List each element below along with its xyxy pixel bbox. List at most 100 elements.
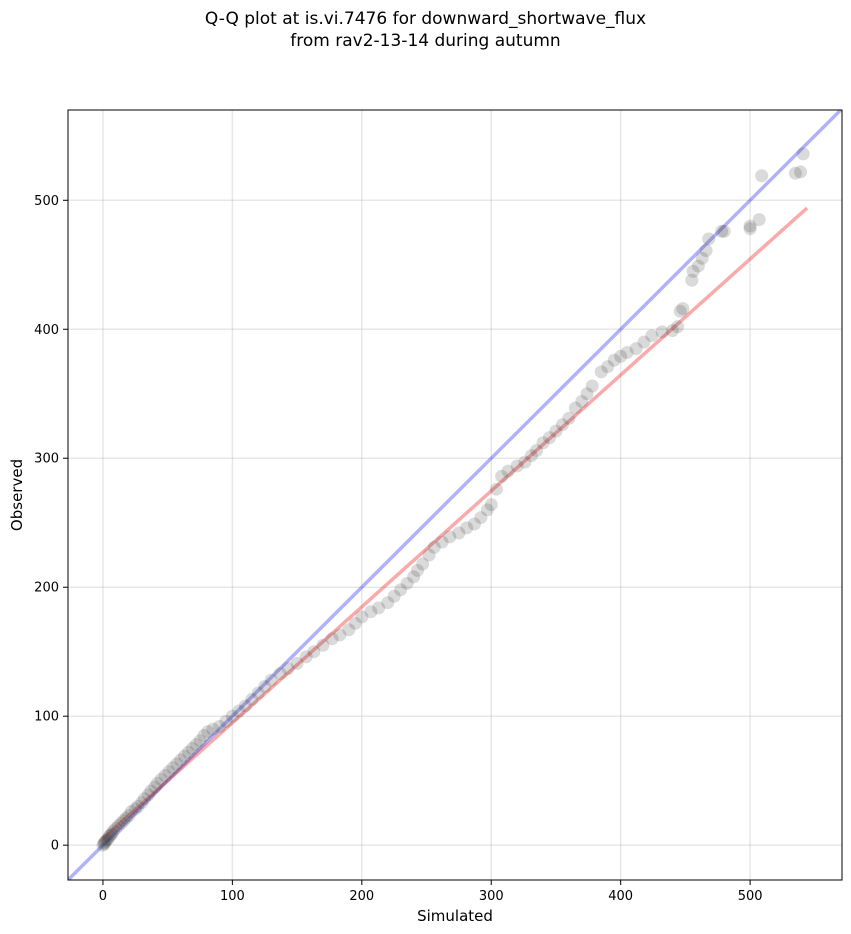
data-point bbox=[299, 650, 313, 664]
data-point bbox=[166, 761, 180, 775]
data-point bbox=[555, 418, 569, 432]
data-point bbox=[607, 353, 621, 367]
data-point bbox=[676, 302, 690, 316]
data-point bbox=[122, 809, 136, 823]
data-point bbox=[245, 692, 259, 706]
data-point bbox=[212, 720, 226, 734]
plot-frame bbox=[67, 109, 843, 881]
x-tick-label: 400 bbox=[608, 889, 633, 904]
data-point bbox=[364, 605, 378, 619]
data-point bbox=[655, 325, 669, 339]
data-point bbox=[177, 749, 191, 763]
data-point bbox=[594, 365, 608, 379]
data-point bbox=[170, 757, 184, 771]
data-point bbox=[189, 738, 203, 752]
data-point bbox=[536, 436, 550, 450]
data-point bbox=[702, 232, 716, 246]
data-point bbox=[150, 776, 164, 790]
data-point bbox=[568, 401, 582, 415]
data-point bbox=[131, 799, 145, 813]
data-point bbox=[480, 503, 494, 517]
data-point bbox=[333, 628, 347, 642]
x-tick-label: 300 bbox=[479, 889, 504, 904]
data-point bbox=[105, 827, 119, 841]
data-point bbox=[788, 166, 802, 180]
y-tick-label: 200 bbox=[34, 581, 59, 596]
data-point bbox=[585, 379, 599, 393]
data-point bbox=[620, 345, 634, 359]
data-point bbox=[193, 734, 207, 748]
y-axis-label: Observed bbox=[8, 459, 26, 531]
data-point bbox=[154, 772, 168, 786]
data-point bbox=[691, 259, 705, 273]
data-point bbox=[686, 264, 700, 278]
data-point bbox=[495, 469, 509, 483]
y-tick-label: 400 bbox=[34, 323, 59, 338]
data-point bbox=[96, 838, 110, 852]
data-point bbox=[100, 833, 114, 847]
data-point bbox=[796, 147, 810, 161]
data-point bbox=[316, 638, 330, 652]
data-point bbox=[501, 464, 515, 478]
data-point bbox=[117, 814, 131, 828]
data-point bbox=[251, 686, 265, 700]
data-point bbox=[290, 656, 304, 670]
data-point bbox=[114, 816, 128, 830]
data-point bbox=[549, 424, 563, 438]
data-point bbox=[355, 610, 369, 624]
data-point bbox=[128, 802, 142, 816]
data-point bbox=[372, 601, 386, 615]
y-tick-label: 500 bbox=[34, 194, 59, 209]
data-point bbox=[601, 360, 615, 374]
data-point bbox=[645, 329, 659, 343]
data-point bbox=[206, 722, 220, 736]
lines bbox=[68, 110, 842, 880]
data-point bbox=[109, 821, 123, 835]
data-point bbox=[489, 482, 503, 496]
data-point bbox=[381, 596, 395, 610]
data-point bbox=[530, 444, 544, 458]
x-axis-ticks: 0 100 200 300 400 500 bbox=[99, 880, 763, 904]
data-point bbox=[348, 616, 362, 630]
data-point bbox=[575, 394, 589, 408]
data-point bbox=[264, 673, 278, 687]
data-point bbox=[101, 832, 115, 846]
data-point bbox=[580, 387, 594, 401]
data-point bbox=[671, 320, 685, 334]
data-point bbox=[752, 213, 766, 227]
data-point bbox=[695, 251, 709, 265]
grid bbox=[68, 110, 842, 880]
data-point bbox=[715, 224, 729, 238]
data-point bbox=[119, 811, 133, 825]
y-axis-ticks: 0 100 200 300 400 500 bbox=[34, 194, 68, 854]
data-point bbox=[524, 449, 538, 463]
data-point bbox=[637, 335, 651, 349]
data-point bbox=[443, 530, 457, 544]
y-tick-label: 100 bbox=[34, 710, 59, 725]
data-point bbox=[281, 661, 295, 675]
data-point bbox=[144, 784, 158, 798]
data-point bbox=[685, 273, 699, 287]
data-point bbox=[435, 535, 449, 549]
data-point bbox=[460, 521, 474, 535]
data-point bbox=[699, 244, 713, 258]
data-point bbox=[562, 411, 576, 425]
data-point bbox=[99, 834, 113, 848]
data-point bbox=[124, 805, 138, 819]
data-point bbox=[416, 557, 430, 571]
data-point bbox=[410, 563, 424, 577]
data-points bbox=[96, 147, 810, 852]
y-tick-label: 300 bbox=[34, 452, 59, 467]
data-point bbox=[97, 836, 111, 850]
data-point bbox=[673, 304, 687, 318]
x-axis-label: Simulated bbox=[417, 907, 493, 925]
data-point bbox=[427, 540, 441, 554]
data-point bbox=[394, 583, 408, 597]
data-point bbox=[307, 645, 321, 659]
data-point bbox=[174, 753, 188, 767]
data-point bbox=[137, 792, 151, 806]
chart-title: Q-Q plot at is.vi.7476 for downward_shor… bbox=[0, 8, 851, 52]
x-tick-label: 0 bbox=[99, 889, 107, 904]
data-point bbox=[717, 224, 731, 238]
